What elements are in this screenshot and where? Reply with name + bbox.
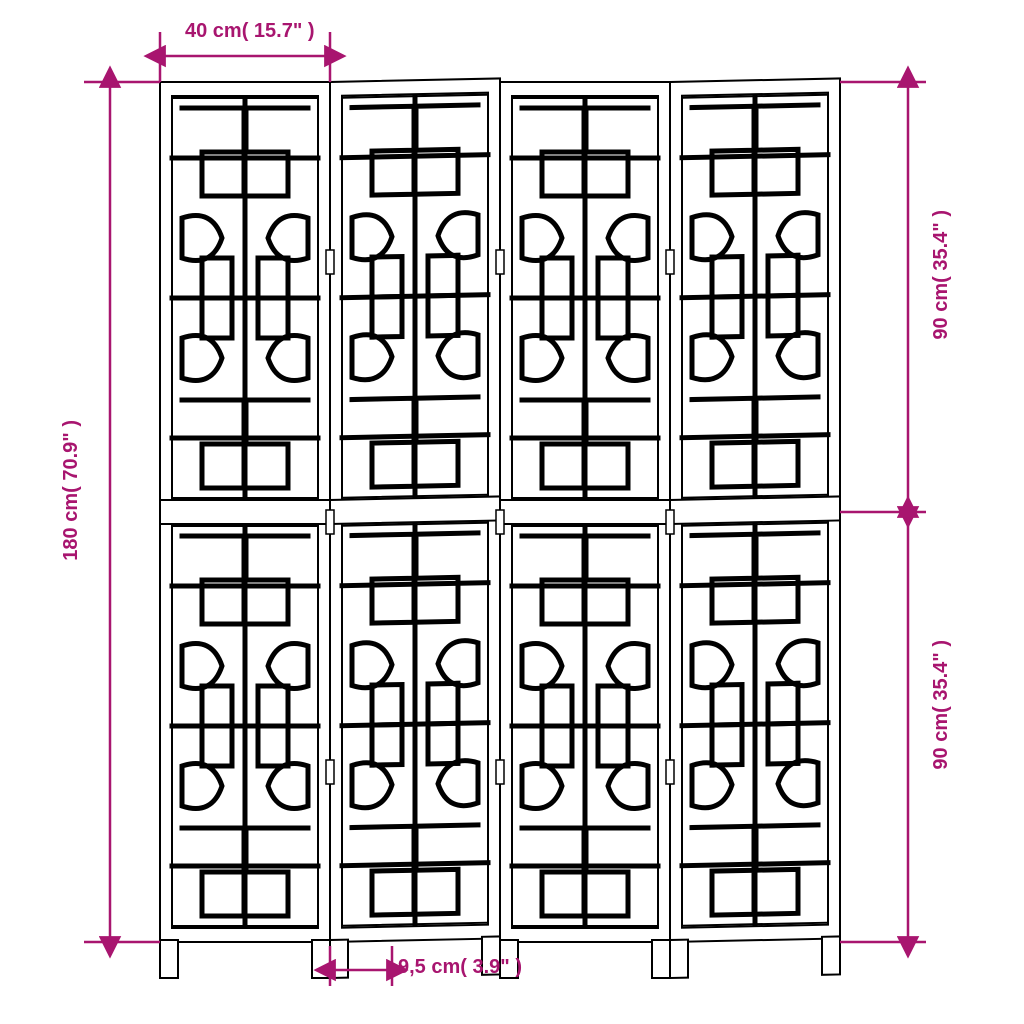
panel-4 [670,78,840,978]
dim-right-bottom [840,516,926,942]
diagram-canvas [0,0,1024,1024]
panel-2 [330,78,500,978]
dim-left-label: 180 cm( 70.9" ) [60,420,83,561]
dim-depth-label: 9,5 cm( 3.9" ) [398,956,522,979]
panel-1 [160,82,330,978]
dim-right-bottom-label: 90 cm( 35.4" ) [930,640,953,770]
panel-3 [500,82,670,978]
dim-right-top [840,82,926,512]
dim-top-label: 40 cm( 15.7" ) [185,20,315,43]
dim-left [84,82,160,942]
dim-right-top-label: 90 cm( 35.4" ) [930,210,953,340]
